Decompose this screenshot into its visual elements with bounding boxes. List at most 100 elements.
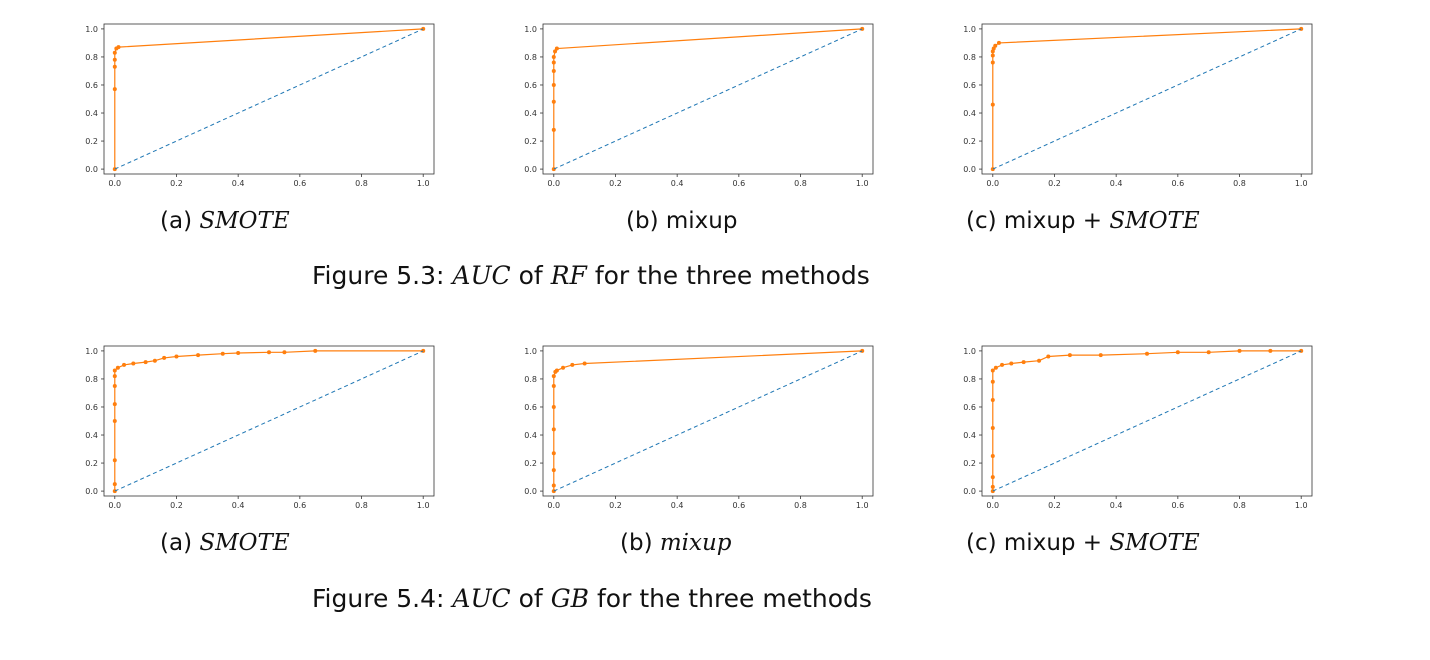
- y-tick-label: 0.2: [85, 459, 98, 468]
- roc-point: [990, 379, 995, 384]
- figure-caption-5-3: Figure 5.3: AUC of RF for the three meth…: [312, 261, 870, 290]
- x-tick-label: 0.8: [1233, 501, 1246, 510]
- axes-frame: [981, 23, 1313, 175]
- x-tick-label: 0.4: [232, 179, 245, 188]
- roc-point: [1145, 351, 1149, 356]
- chance-diagonal-line: [553, 350, 863, 492]
- roc-point: [112, 50, 117, 55]
- figure-label: Figure 5.3:: [312, 261, 445, 290]
- roc-point: [267, 350, 271, 355]
- roc-point: [1237, 348, 1242, 353]
- y-tick-label: 0.6: [963, 403, 976, 412]
- roc-point: [152, 358, 157, 363]
- y-tick-label: 0.0: [85, 487, 98, 496]
- y-tick-label: 0.8: [963, 53, 976, 62]
- roc-point: [112, 458, 117, 463]
- subcaption-gb-c: (c) mixup + SMOTE: [966, 530, 1200, 556]
- figure-metric: AUC: [452, 584, 511, 613]
- y-tick-label: 0.0: [963, 165, 976, 174]
- roc-point: [993, 43, 998, 48]
- y-tick-label: 0.4: [524, 109, 537, 118]
- y-tick-label: 0.4: [524, 431, 537, 440]
- roc-point: [1268, 348, 1273, 353]
- x-tick-label: 1.0: [417, 179, 430, 188]
- x-tick-label: 0.6: [1171, 501, 1184, 510]
- x-tick-label: 0.6: [293, 179, 306, 188]
- y-tick-label: 1.0: [963, 25, 976, 34]
- roc-panel-rf-mixup: 0.0 0.2 0.4 0.6 0.8 1.0 0.0 0.2 0.4 0.6 0.8 1.0: [501, 18, 885, 188]
- subcaption-text: mixup +: [1003, 208, 1103, 234]
- roc-point: [990, 368, 995, 373]
- figure-caption-5-4: Figure 5.4: AUC of GB for the three meth…: [312, 584, 872, 613]
- subcaption-tag: (b): [620, 530, 653, 556]
- roc-chart-rf-mixup-smote: 0.0 0.2 0.4 0.6 0.8 1.0 0.0 0.2 0.4 0.6 0.8 1.0: [963, 23, 1313, 188]
- roc-point: [1098, 353, 1103, 358]
- roc-point: [551, 68, 556, 73]
- roc-point: [551, 60, 556, 65]
- roc-point: [990, 454, 995, 459]
- roc-point: [174, 354, 179, 359]
- figure-of: of: [518, 261, 543, 290]
- x-tick-label: 0.2: [1048, 501, 1061, 510]
- y-tick-label: 0.4: [963, 431, 976, 440]
- roc-point: [582, 361, 587, 366]
- roc-point: [1009, 361, 1014, 366]
- x-tick-label: 0.8: [794, 501, 807, 510]
- subcaption-math: SMOTE: [1109, 530, 1200, 556]
- roc-point: [112, 87, 117, 92]
- subcaption-rf-a: (a) SMOTE: [160, 208, 290, 234]
- y-tick-label: 0.8: [524, 375, 537, 384]
- axes-frame: [981, 345, 1313, 497]
- roc-point: [990, 475, 995, 480]
- subcaption-tag: (c): [966, 530, 997, 556]
- x-tick-label: 0.6: [293, 501, 306, 510]
- roc-point: [551, 404, 556, 409]
- roc-point: [115, 365, 120, 370]
- roc-point: [570, 362, 575, 367]
- roc-panel-rf-mixup-smote: 0.0 0.2 0.4 0.6 0.8 1.0 0.0 0.2 0.4 0.6 0.8 1.0: [940, 18, 1324, 188]
- roc-point: [990, 60, 995, 65]
- roc-point: [554, 368, 559, 373]
- x-tick-label: 0.2: [609, 179, 622, 188]
- x-tick-label: 0.2: [170, 501, 183, 510]
- roc-point: [993, 365, 998, 370]
- subcaption-text: mixup +: [1003, 530, 1103, 556]
- x-tick-label: 1.0: [1295, 179, 1308, 188]
- subcaption-tag: (b): [626, 208, 659, 234]
- y-tick-label: 0.6: [85, 81, 98, 90]
- roc-chart-gb-mixup: 0.0 0.2 0.4 0.6 0.8 1.0 0.0 0.2 0.4 0.6 0.8 1.0: [524, 345, 874, 510]
- chance-diagonal-line: [114, 28, 424, 170]
- y-tick-label: 1.0: [963, 347, 976, 356]
- x-tick-label: 0.4: [1110, 179, 1123, 188]
- subcaption-tag: (a): [160, 530, 193, 556]
- y-tick-label: 0.6: [85, 403, 98, 412]
- subcaption-math: mixup: [659, 530, 732, 556]
- roc-point: [112, 482, 117, 487]
- y-tick-label: 0.2: [524, 459, 537, 468]
- y-tick-label: 0.2: [524, 137, 537, 146]
- roc-point: [551, 451, 556, 456]
- x-tick-label: 0.2: [609, 501, 622, 510]
- figure-label: Figure 5.4:: [312, 584, 445, 613]
- chance-diagonal-line: [992, 28, 1302, 170]
- y-tick-label: 0.4: [85, 109, 98, 118]
- x-tick-label: 0.4: [1110, 501, 1123, 510]
- roc-point: [220, 351, 225, 356]
- x-tick-label: 0.6: [732, 179, 745, 188]
- axes-frame: [542, 23, 874, 175]
- x-tick-label: 0.8: [355, 179, 368, 188]
- y-tick-label: 0.2: [85, 137, 98, 146]
- roc-point: [551, 127, 556, 132]
- roc-point: [551, 383, 556, 388]
- roc-point: [196, 353, 201, 358]
- roc-point: [1000, 362, 1005, 367]
- x-tick-label: 0.0: [547, 501, 560, 510]
- roc-panel-rf-smote: 0.0 0.2 0.4 0.6 0.8 1.0 0.0 0.2 0.4 0.6 0.8 1.0: [62, 18, 446, 188]
- y-tick-label: 0.8: [85, 375, 98, 384]
- y-tick-label: 0.4: [963, 109, 976, 118]
- roc-point: [122, 362, 127, 367]
- figure-model: RF: [550, 261, 587, 290]
- axes-frame: [542, 345, 874, 497]
- chance-diagonal-line: [992, 350, 1302, 492]
- roc-point: [112, 368, 117, 373]
